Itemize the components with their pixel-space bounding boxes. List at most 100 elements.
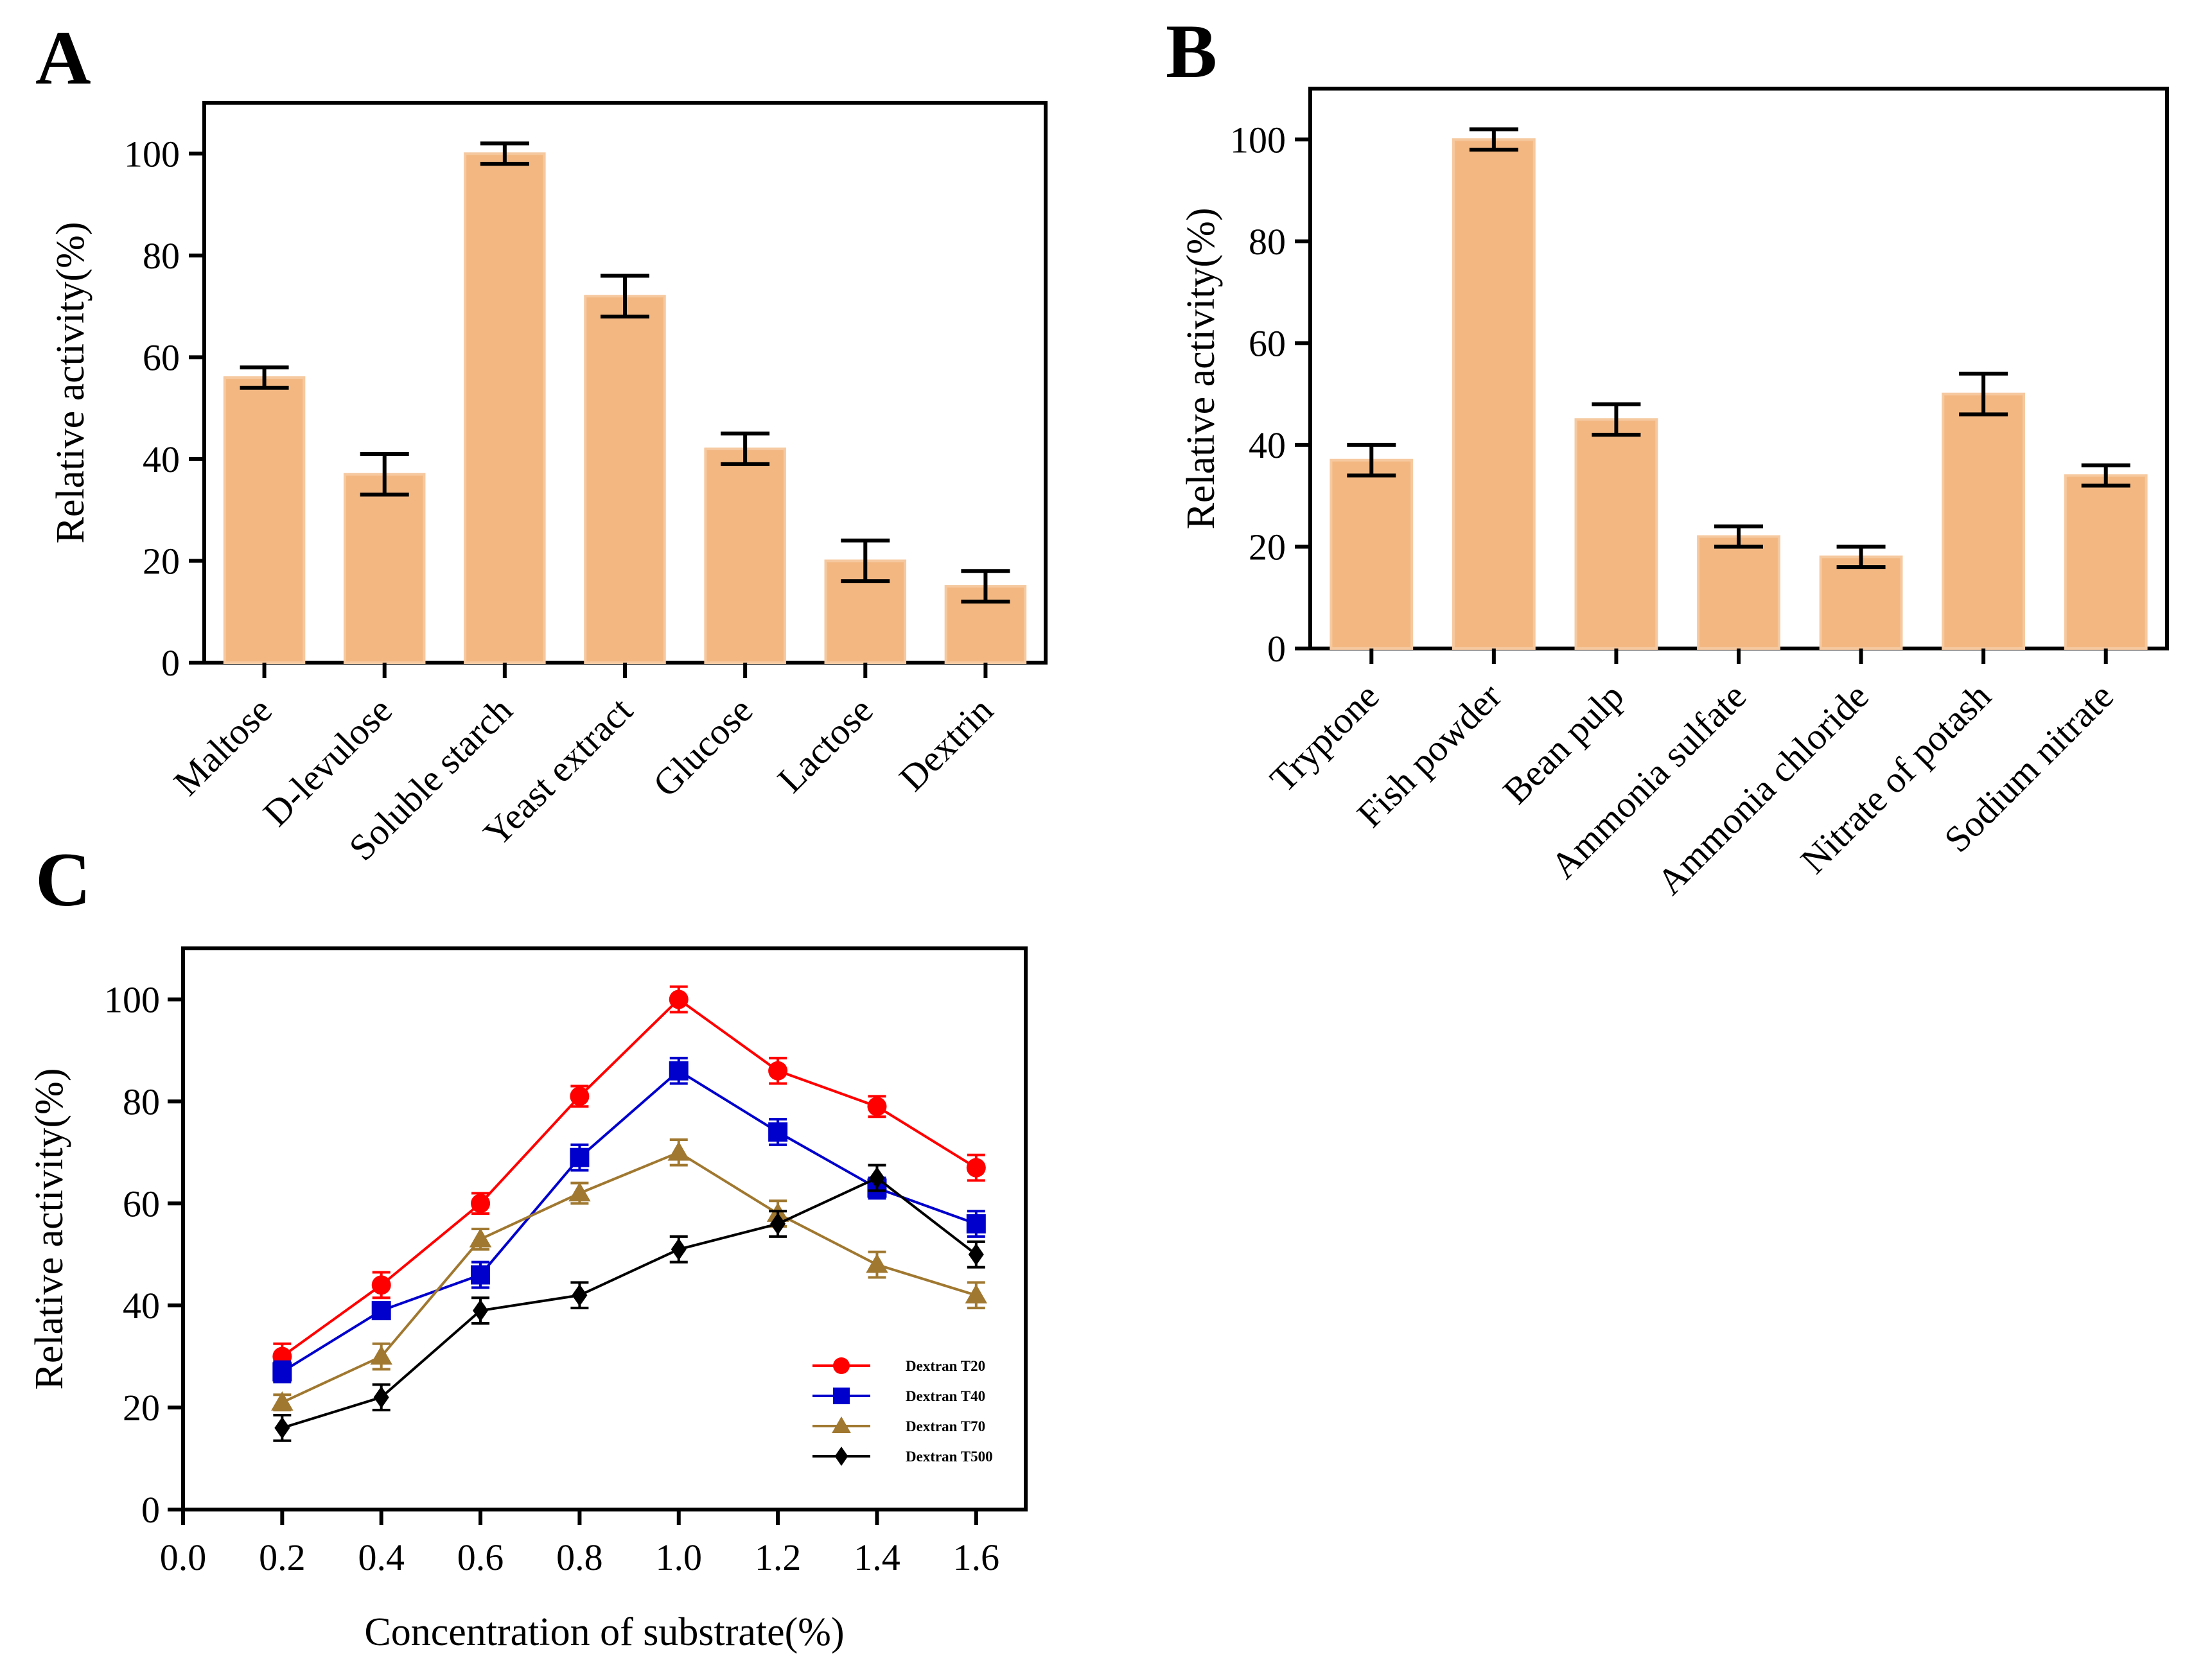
c-x-tick-label-0: 0.0 [160, 1537, 207, 1578]
c-series-0-point-7 [966, 1158, 986, 1178]
panel-a-label: A [35, 15, 91, 100]
a-bar-2 [464, 152, 546, 665]
c-series-1-point-5 [768, 1122, 788, 1142]
b-bar-4 [1819, 555, 1903, 650]
c-series-3-point-6 [869, 1167, 885, 1189]
c-series-3-point-7 [968, 1243, 984, 1266]
b-bar-1 [1452, 138, 1536, 650]
c-series-1 [272, 1056, 986, 1384]
panel-c: C 0 20 40 60 80 100 0.0 0.2 0.4 0.6 0.8 1.0 1.2 1.4 1… [28, 837, 1028, 1654]
c-x-tick-label-6: 1.2 [755, 1537, 802, 1578]
a-y-tick-label-3: 60 [143, 336, 180, 378]
panel-a: A 0 20 40 60 80 100 MaltoseD-levuloseSoluble … [35, 15, 1048, 869]
b-x-tick-label-0: Tryptone [1262, 675, 1387, 800]
c-series-0 [272, 985, 986, 1371]
panel-c-y-axis-title: Relative activity(%) [28, 1068, 71, 1390]
c-y-tick-label-3: 60 [123, 1183, 160, 1224]
b-y-tick-label-1: 20 [1249, 526, 1286, 568]
c-legend-label-0: Dextran T20 [906, 1358, 985, 1374]
c-series-line-1 [281, 1069, 977, 1373]
a-y-tick-label-4: 80 [143, 235, 180, 277]
c-series-1-point-2 [471, 1265, 491, 1285]
c-series-0-point-6 [867, 1097, 887, 1117]
c-legend-marker-0 [833, 1357, 850, 1374]
panel-c-frame [181, 946, 1028, 1511]
panel-b-label: B [1166, 8, 1217, 94]
panel-c-label: C [35, 837, 91, 922]
panel-c-y-axis: 0 20 40 60 80 100 [104, 979, 183, 1531]
panel-a-y-axis-title: Relative activity(%) [49, 222, 92, 544]
c-legend-label-2: Dextran T70 [906, 1418, 985, 1434]
panel-c-legend: Dextran T20 Dextran T40 Dextran T70 Dextran… [812, 1357, 993, 1466]
b-x-tick-label-4: Ammonia chloride [1649, 675, 1877, 903]
c-series-1-point-3 [570, 1147, 590, 1167]
c-x-tick-label-3: 0.6 [457, 1537, 504, 1578]
a-y-tick-label-5: 100 [124, 133, 180, 175]
c-legend-marker-2 [832, 1416, 851, 1434]
c-series-2-point-2 [469, 1228, 492, 1248]
c-x-tick-label-1: 0.2 [259, 1537, 306, 1578]
c-series-2-point-3 [568, 1182, 591, 1202]
b-bar-0 [1330, 458, 1414, 650]
a-x-tick-label-4: Glucose [645, 689, 760, 805]
panel-b-bars [1330, 127, 2148, 650]
panel-a-y-axis: 0 20 40 60 80 100 [124, 133, 204, 684]
b-y-tick-label-5: 100 [1230, 119, 1286, 161]
c-series-1-point-0 [272, 1362, 292, 1382]
panel-c-series [271, 985, 988, 1442]
c-series-3-point-1 [373, 1386, 389, 1409]
c-x-tick-label-7: 1.4 [854, 1537, 900, 1578]
c-series-3-point-3 [572, 1284, 588, 1307]
a-bar-3 [584, 295, 666, 664]
a-bar-0 [223, 376, 306, 665]
c-series-3 [273, 1163, 985, 1442]
c-x-tick-label-5: 1.0 [656, 1537, 703, 1578]
c-y-tick-label-2: 40 [123, 1285, 160, 1327]
c-x-tick-label-4: 0.8 [556, 1537, 603, 1578]
c-series-2-point-0 [271, 1391, 294, 1411]
c-series-0-point-4 [669, 989, 689, 1009]
c-series-3-point-0 [274, 1416, 290, 1440]
b-y-tick-label-3: 60 [1249, 322, 1286, 364]
c-y-tick-label-0: 0 [141, 1489, 160, 1531]
a-bar-1 [343, 473, 426, 664]
c-y-tick-label-5: 100 [104, 979, 160, 1020]
c-legend-marker-3 [834, 1447, 848, 1466]
c-series-line-0 [281, 997, 977, 1358]
c-series-3-point-2 [473, 1299, 489, 1322]
panel-c-x-axis: 0.0 0.2 0.4 0.6 0.8 1.0 1.2 1.4 1.6 [160, 1510, 999, 1578]
panel-c-x-axis-title: Concentration of substrate(%) [364, 1610, 844, 1654]
b-bar-3 [1697, 535, 1780, 650]
c-y-tick-label-4: 80 [123, 1081, 160, 1122]
c-series-2-point-6 [866, 1253, 888, 1273]
b-bar-6 [2064, 474, 2148, 650]
b-y-tick-label-2: 40 [1249, 424, 1286, 466]
c-series-1-point-4 [669, 1061, 689, 1081]
c-legend-marker-1 [833, 1388, 850, 1404]
b-bar-2 [1574, 418, 1658, 650]
c-series-3-point-4 [671, 1238, 687, 1261]
c-series-0-point-5 [768, 1061, 788, 1081]
c-series-0-point-3 [570, 1086, 590, 1106]
c-legend-label-3: Dextran T500 [906, 1449, 993, 1465]
c-series-0-point-1 [371, 1275, 391, 1295]
c-series-line-3 [281, 1176, 978, 1429]
a-y-tick-label-1: 20 [143, 540, 180, 582]
a-y-tick-label-2: 40 [143, 439, 180, 480]
c-series-3-point-5 [770, 1212, 786, 1235]
c-series-2 [271, 1138, 988, 1412]
c-legend-label-1: Dextran T40 [906, 1388, 985, 1404]
c-series-2-point-1 [370, 1345, 392, 1365]
c-series-1-point-7 [966, 1214, 986, 1234]
b-bar-5 [1942, 392, 2026, 650]
c-x-tick-label-2: 0.4 [358, 1537, 405, 1578]
c-series-2-point-7 [965, 1284, 988, 1304]
a-y-tick-label-0: 0 [161, 642, 180, 684]
c-series-1-point-1 [371, 1301, 391, 1321]
b-y-tick-label-4: 80 [1249, 221, 1286, 263]
c-series-0-point-2 [471, 1194, 491, 1214]
